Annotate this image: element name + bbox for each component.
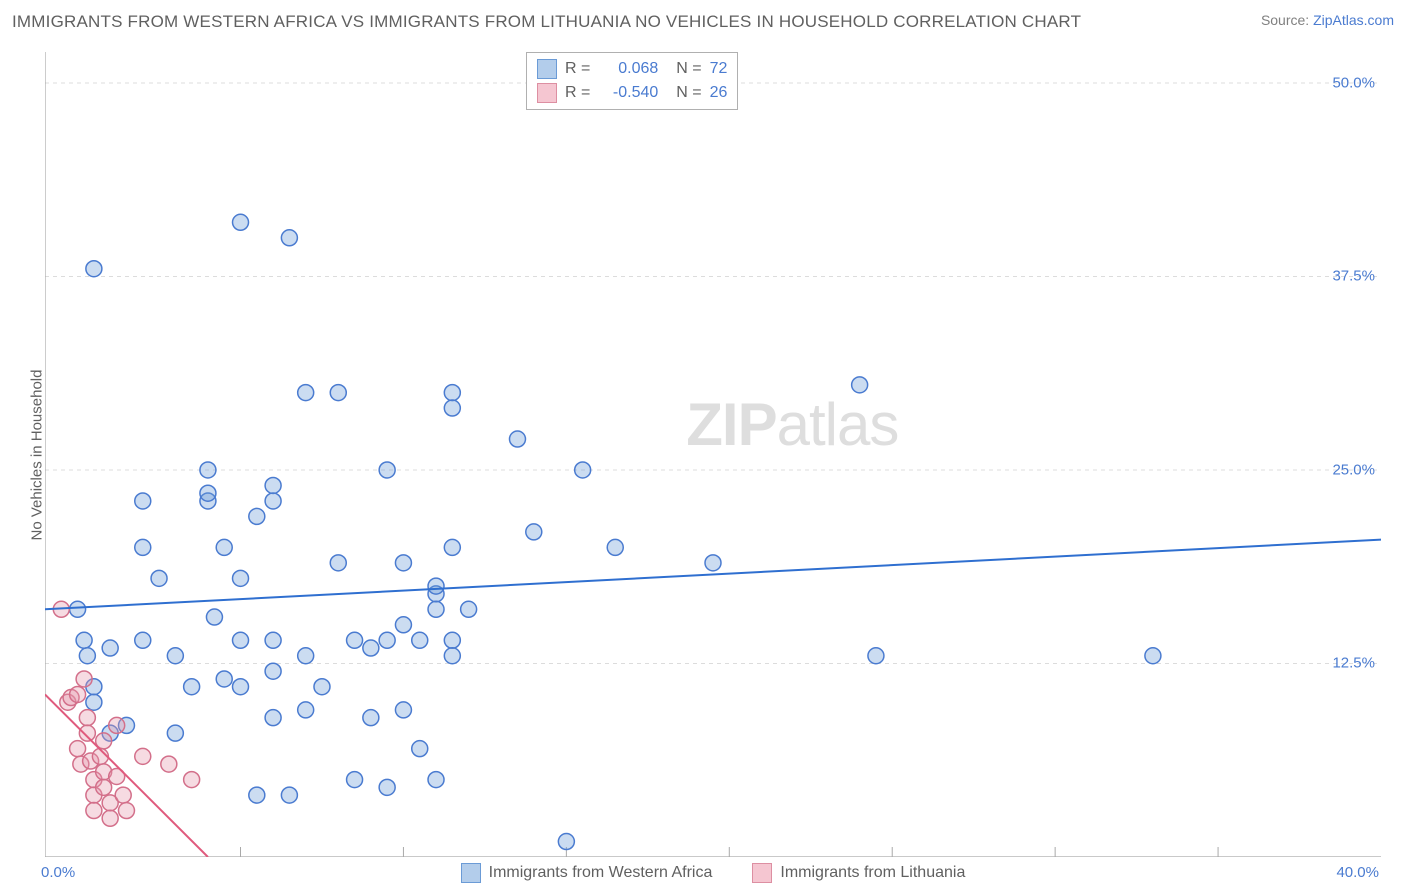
legend-swatch [537, 59, 557, 79]
series-legend: Immigrants from Western Africa Immigrants… [45, 863, 1381, 883]
legend-row: R =0.068N =72 [537, 57, 727, 81]
y-axis-tick-label: 50.0% [1332, 74, 1375, 91]
legend-swatch [752, 863, 772, 883]
correlation-legend: R =0.068N =72R =-0.540N =26 [526, 52, 738, 110]
legend-row: R =-0.540N =26 [537, 81, 727, 105]
legend-swatch [537, 83, 557, 103]
legend-item: Immigrants from Western Africa [461, 863, 713, 883]
legend-swatch [461, 863, 481, 883]
y-axis-label: No Vehicles in Household [29, 369, 46, 540]
y-axis-tick-label: 12.5% [1332, 655, 1375, 672]
scatter-plot [45, 52, 1381, 857]
chart-title: IMMIGRANTS FROM WESTERN AFRICA VS IMMIGR… [12, 12, 1081, 32]
legend-label: Immigrants from Western Africa [489, 864, 713, 882]
y-axis-tick-label: 25.0% [1332, 461, 1375, 478]
legend-label: Immigrants from Lithuania [780, 864, 965, 882]
y-axis-tick-label: 37.5% [1332, 268, 1375, 285]
legend-item: Immigrants from Lithuania [752, 863, 965, 883]
source-link[interactable]: ZipAtlas.com [1313, 12, 1394, 28]
source-attribution: Source: ZipAtlas.com [1261, 12, 1394, 28]
